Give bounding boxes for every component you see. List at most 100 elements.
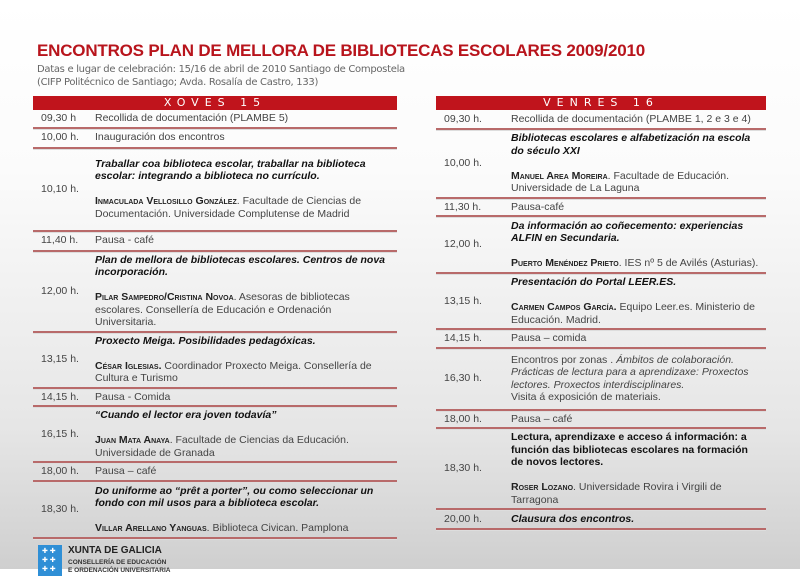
session-text: Pausa - Comida: [95, 390, 171, 403]
schedule-row: 10,10 h. Traballar coa biblioteca escolar…: [33, 149, 397, 232]
schedule-row: 11,30 h. Pausa-café: [436, 199, 766, 217]
speaker-name: Pilar Sampedro/Cristina Novoa: [95, 291, 234, 303]
session-time: 18,30 h.: [444, 462, 482, 475]
session-description: Pausa – café: [511, 413, 766, 426]
session-time: 09,30 h.: [444, 112, 482, 125]
schedule-row: 14,15 h. Pausa - Comida: [33, 389, 397, 407]
session-time: 18,00 h.: [444, 412, 482, 425]
speaker-name: Juan Mata Anaya: [95, 434, 170, 446]
session-description: Clausura dos encontros.: [511, 513, 766, 526]
session-description: Pausa – comida: [511, 332, 766, 345]
session-title: “Cuando el lector era joven todavía”: [95, 409, 277, 421]
schedule-row: 20,00 h. Clausura dos encontros.: [436, 510, 766, 530]
session-time: 12,00 h.: [444, 238, 482, 251]
session-description: Proxecto Meiga. Posibilidades pedagóxica…: [95, 335, 397, 385]
session-text: Inauguración dos encontros: [95, 131, 225, 144]
session-title: Clausura dos encontros.: [511, 512, 635, 525]
session-description: Lectura, aprendizaxe e acceso á informac…: [511, 431, 766, 506]
session-description: Presentación do Portal LEER.ES. Carmen Ca…: [511, 276, 766, 326]
speaker-name: Puerto Menéndez Prieto: [511, 257, 619, 269]
session-text: Visita á exposición de materiais.: [511, 391, 661, 403]
session-text: Recollida de documentación (PLAMBE 5): [95, 112, 289, 124]
schedule-row: 12,00 h. Plan de mellora de bibliotecas e…: [33, 252, 397, 333]
schedule-row: 13,15 h. Proxecto Meiga. Posibilidades pe…: [33, 333, 397, 389]
session-time: 13,15 h.: [444, 294, 482, 307]
session-description: Do uniforme ao “prêt a porter”, ou como …: [95, 485, 397, 535]
speaker-name: César Iglesias.: [95, 359, 162, 372]
session-text: Coordinador Proxecto Meiga. Consellería …: [95, 359, 372, 385]
schedule-row: 16,15 h. “Cuando el lector era joven toda…: [33, 407, 397, 463]
session-description: Plan de mellora de bibliotecas escolares…: [95, 254, 397, 329]
schedule-row: 12,00 h. Da información ao coñecemento: e…: [436, 217, 766, 274]
session-title: Traballar coa biblioteca escolar, trabal…: [95, 157, 366, 183]
xunta-coat-of-arms-icon: ✚ ✚ ✚ ✚ ✚ ✚: [38, 545, 62, 576]
logo-line-2: E ORDENACIÓN UNIVERSITARIA: [68, 567, 171, 574]
speaker-name: Manuel Area Moreira: [511, 169, 608, 182]
schedule-row: 10,00 h. Bibliotecas escolares e alfabeti…: [436, 130, 766, 199]
session-text: . Facultade de Ciencias de Documentación…: [95, 195, 362, 220]
left-column: XOVES 15 09,30 h Recollida de documentaci…: [33, 96, 397, 579]
xunta-logo: ✚ ✚ ✚ ✚ ✚ ✚ XUNTA DE GALICIA CONSELLERÍA D…: [38, 545, 397, 579]
session-text: Recollida de documentación (PLAMBE 1, 2 …: [511, 112, 751, 125]
schedule-row: 13,15 h. Presentación do Portal LEER.ES. C…: [436, 274, 766, 330]
session-time: 18,30 h.: [41, 503, 79, 516]
session-time: 14,15 h.: [41, 390, 79, 403]
session-text: . Facultade de Educación. Universidade d…: [511, 169, 730, 195]
session-description: Pausa – café: [95, 465, 397, 478]
session-text: Pausa – comida: [511, 332, 587, 344]
session-time: 16,15 h.: [41, 427, 79, 440]
schedule-friday: VENRES 16 09,30 h. Recollida de documenta…: [436, 96, 766, 530]
session-title: Lectura, aprendizaxe e acceso á informac…: [511, 431, 748, 468]
session-description: Recollida de documentación (PLAMBE 1, 2 …: [511, 113, 766, 126]
schedule-row: 10,00 h. Inauguración dos encontros: [33, 129, 397, 149]
subtitle-dates: Datas e lugar de celebración: 15/16 de a…: [37, 64, 405, 75]
session-text: . Biblioteca Civican. Pamplona: [206, 522, 349, 534]
speaker-name: Inmaculada Vellosillo González: [95, 195, 237, 208]
logo-name: XUNTA DE GALICIA: [68, 545, 162, 556]
schedule-row: 18,00 h. Pausa – café: [33, 463, 397, 482]
schedule-row: 18,00 h. Pausa – café: [436, 411, 766, 429]
session-description: “Cuando el lector era joven todavía” Juan…: [95, 409, 397, 459]
schedule-thursday: XOVES 15 09,30 h Recollida de documentaci…: [33, 96, 397, 539]
schedule-row: 14,15 h. Pausa – comida: [436, 330, 766, 349]
session-description: Pausa-café: [511, 201, 766, 214]
session-text: Pausa - café: [95, 234, 154, 247]
speaker-name: Carmen Campos García.: [511, 301, 617, 313]
session-text: Pausa-café: [511, 200, 565, 213]
schedule-row: 11,40 h. Pausa - café: [33, 232, 397, 252]
session-time: 10,00 h.: [444, 157, 482, 169]
session-time: 10,00 h.: [41, 131, 79, 144]
day-heading: VENRES 16: [436, 96, 766, 110]
session-text: Pausa – café: [511, 412, 573, 425]
session-time: 11,40 h.: [41, 234, 79, 247]
session-time: 13,15 h.: [41, 353, 79, 366]
session-description: Da información ao coñecemento: experienc…: [511, 220, 766, 270]
session-title: Da información ao coñecemento: experienc…: [511, 219, 744, 245]
logo-line-1: CONSELLERÍA DE EDUCACIÓN: [68, 559, 167, 566]
session-description: Pausa - Comida: [95, 391, 397, 404]
session-description: Traballar coa biblioteca escolar, trabal…: [95, 158, 397, 221]
schedule-row: 18,30 h. Do uniforme ao “prêt a porter”, …: [33, 482, 397, 539]
schedule-row: 18,30 h. Lectura, aprendizaxe e acceso á …: [436, 429, 766, 510]
session-time: 16,30 h.: [444, 372, 482, 385]
subtitle-venue: (CIFP Politécnico de Santiago; Avda. Ros…: [37, 77, 319, 88]
session-time: 11,30 h.: [444, 200, 482, 213]
speaker-name: Roser Lozano: [511, 481, 574, 493]
speaker-name: Villar Arellano Yanguas: [95, 522, 207, 534]
schedule-row: 09,30 h. Recollida de documentación (PLAM…: [436, 110, 766, 130]
session-description: Bibliotecas escolares e alfabetización n…: [511, 132, 766, 195]
session-time: 18,00 h.: [41, 465, 79, 478]
session-text: Encontros por zonas .: [511, 353, 617, 366]
session-title: Bibliotecas escolares e alfabetización n…: [511, 132, 751, 157]
session-title: Presentación do Portal LEER.ES.: [511, 276, 677, 288]
page-title: ENCONTROS PLAN DE MELLORA DE BIBLIOTECAS…: [37, 41, 645, 60]
session-description: Pausa - café: [95, 234, 397, 247]
session-text: Ámbitos de colaboración. Prácticas de le…: [511, 353, 749, 391]
session-time: 20,00 h.: [444, 512, 482, 525]
session-description: Encontros por zonas . Ámbitos de colabor…: [511, 354, 766, 404]
session-text: . Universidade Rovira i Virgili de Tarra…: [511, 481, 722, 506]
schedule-row: 09,30 h Recollida de documentación (PLAMB…: [33, 110, 397, 129]
session-time: 10,10 h.: [41, 182, 79, 195]
session-text: . Asesoras de bibliotecas escolares. Con…: [95, 291, 350, 328]
session-time: 14,15 h.: [444, 332, 482, 344]
